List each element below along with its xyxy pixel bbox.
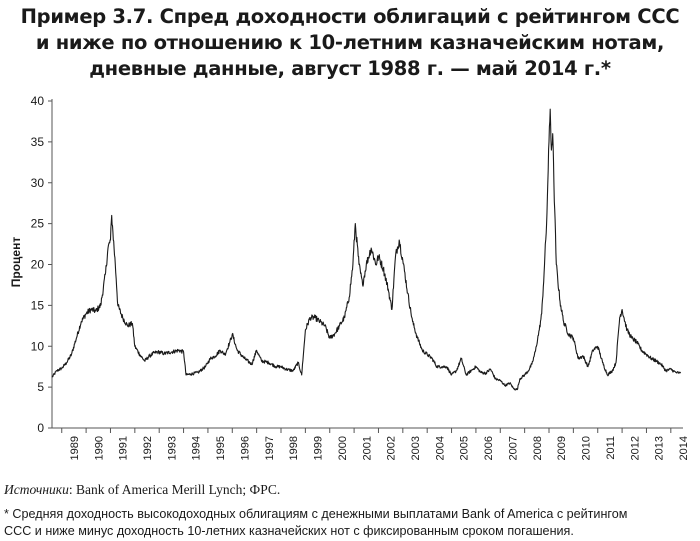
series-line — [51, 108, 682, 391]
x-tick-label: 1999 — [313, 436, 325, 460]
chart-title-line-3: дневные данные, август 1988 г. — май 201… — [89, 57, 611, 80]
x-tick-label: 1996 — [239, 436, 251, 460]
x-tick-label: 2001 — [361, 436, 373, 460]
x-tick-label: 1997 — [264, 436, 276, 460]
x-tick-label: 2005 — [459, 436, 471, 460]
x-tick-label: 1998 — [288, 436, 300, 460]
x-tick-label: 1993 — [166, 436, 178, 460]
x-tick-label: 2008 — [532, 436, 544, 460]
sources-note: Источники: Bank of America Merill Lynch;… — [4, 482, 696, 498]
line-chart: 0 5 10 15 20 25 30 35 40 1989 1990 1991 1992 1993 1994… — [9, 94, 690, 460]
y-tick-label: 40 — [31, 94, 45, 108]
x-tick-label: 2013 — [654, 436, 666, 460]
x-tick-label: 2014 — [678, 436, 690, 460]
chart-title-line-1: Пример 3.7. Спред доходности облигаций с… — [20, 5, 680, 28]
x-tick-label: 1995 — [215, 436, 227, 460]
y-tick-label: 15 — [31, 298, 45, 312]
x-tick-label: 2007 — [507, 436, 519, 460]
chart-series — [51, 108, 682, 391]
y-tick-label: 20 — [31, 258, 45, 272]
x-tick-label: 2011 — [605, 436, 617, 460]
x-tick-label: 2010 — [581, 436, 593, 460]
x-tick-label: 2009 — [556, 436, 568, 460]
x-tick-label: 2004 — [434, 436, 446, 460]
chart-axes: 0 5 10 15 20 25 30 35 40 1989 1990 1991 1992 1993 1994… — [31, 94, 690, 460]
footnote-line-1: * Средняя доходность высокодоходных обли… — [4, 507, 628, 521]
x-tick-label: 2002 — [386, 436, 398, 460]
chart-title: Пример 3.7. Спред доходности облигаций с… — [0, 4, 700, 82]
x-tick-label: 1994 — [191, 436, 203, 460]
y-tick-label: 10 — [31, 339, 45, 353]
sources-label: Источники — [4, 482, 69, 497]
y-tick-label: 30 — [31, 176, 45, 190]
chart-title-line-2: и ниже по отношению к 10-летним казначей… — [35, 31, 665, 54]
x-tick-label: 2000 — [337, 436, 349, 460]
y-tick-label: 0 — [37, 421, 44, 435]
y-tick-label: 35 — [31, 135, 45, 149]
footnote-line-2: ССС и ниже минус доходность 10-летних ка… — [4, 524, 574, 538]
y-axis-label: Процент — [9, 237, 23, 288]
x-tick-label: 1989 — [69, 436, 81, 460]
footnote: * Средняя доходность высокодоходных обли… — [4, 506, 698, 540]
y-tick-label: 25 — [31, 217, 45, 231]
x-tick-label: 2006 — [483, 436, 495, 460]
x-tick-label: 1991 — [118, 436, 130, 460]
y-tick-label: 5 — [37, 380, 44, 394]
x-tick-label: 1990 — [93, 436, 105, 460]
x-tick-label: 2012 — [629, 436, 641, 460]
x-tick-label: 1992 — [142, 436, 154, 460]
x-tick-label: 2003 — [410, 436, 422, 460]
sources-text: : Bank of America Merill Lynch; ФРС. — [68, 482, 281, 497]
